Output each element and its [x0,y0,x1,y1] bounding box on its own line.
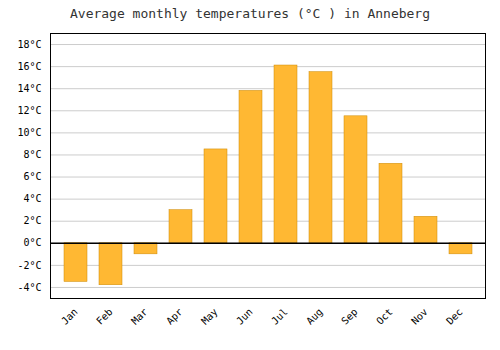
svg-text:Jan: Jan [59,306,80,327]
svg-text:-4°C: -4°C [17,282,41,293]
svg-text:Jul: Jul [269,306,290,327]
svg-text:16°C: 16°C [17,61,41,72]
svg-text:Apr: Apr [164,306,185,327]
svg-text:12°C: 12°C [17,105,41,116]
svg-text:8°C: 8°C [23,149,41,160]
svg-text:4°C: 4°C [23,193,41,204]
svg-text:Oct: Oct [374,306,395,327]
svg-text:14°C: 14°C [17,83,41,94]
svg-text:Feb: Feb [94,306,115,327]
svg-text:18°C: 18°C [17,39,41,50]
svg-text:Aug: Aug [304,306,325,327]
html-text:Average monthly temperatures (: Average monthly temperatures (°C ) in An… [70,6,430,21]
svg-text:Sep: Sep [339,306,360,327]
svg-text:0°C: 0°C [23,237,41,248]
svg-text:May: May [199,306,220,327]
svg-text:Nov: Nov [409,306,430,327]
svg-text:6°C: 6°C [23,171,41,182]
svg-text:Jun: Jun [234,306,255,327]
svg-text:2°C: 2°C [23,215,41,226]
svg-text:Dec: Dec [444,306,465,327]
svg-text:Mar: Mar [129,306,150,327]
svg-text:-2°C: -2°C [17,260,41,271]
svg-text:10°C: 10°C [17,127,41,138]
